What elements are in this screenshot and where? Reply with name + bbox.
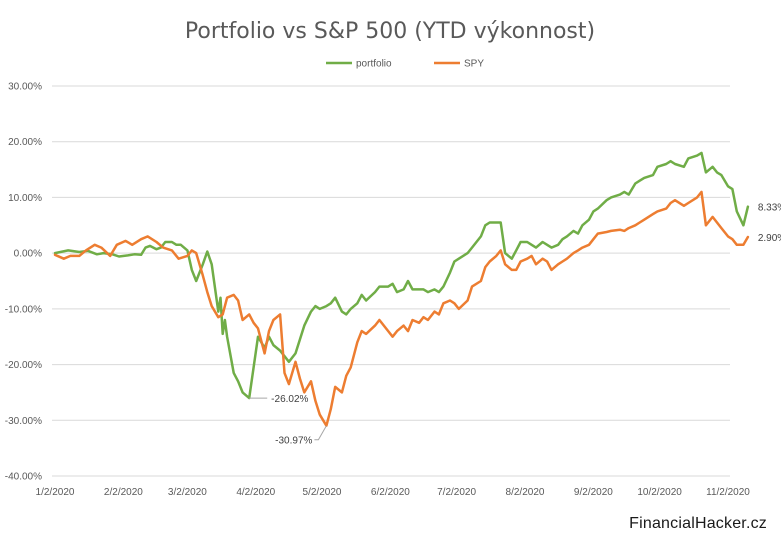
grid-lines xyxy=(52,85,730,477)
y-tick-label: 10.00% xyxy=(8,193,42,204)
data-label: -30.97% xyxy=(275,436,312,447)
series-layer xyxy=(53,151,750,427)
watermark-text: FinancialHacker.cz xyxy=(629,515,767,532)
annotation-layer: -26.02% -30.97% 8.33% 2.90% xyxy=(249,203,781,447)
x-tick-label: 8/2/2020 xyxy=(506,487,545,498)
annotation-leader xyxy=(314,425,327,441)
y-tick-label: -40.00% xyxy=(5,472,42,483)
x-tick-label: 5/2/2020 xyxy=(303,487,342,498)
legend-label-spy: SPY xyxy=(464,59,484,70)
x-tick-label: 4/2/2020 xyxy=(236,487,275,498)
x-tick-label: 11/2/2020 xyxy=(706,487,750,498)
y-tick-label: 20.00% xyxy=(8,137,42,148)
x-axis: 1/2/2020 2/2/2020 3/2/2020 4/2/2020 5/2/2020… xyxy=(36,487,751,498)
y-tick-label: 30.00% xyxy=(8,82,42,93)
legend-label-portfolio: portfolio xyxy=(356,59,392,70)
legend: portfolio SPY xyxy=(326,59,484,70)
chart-title: Portfolio vs S&P 500 (YTD výkonnost) xyxy=(185,19,595,44)
x-tick-label: 6/2/2020 xyxy=(371,487,410,498)
x-tick-label: 9/2/2020 xyxy=(574,487,613,498)
x-tick-label: 7/2/2020 xyxy=(437,487,476,498)
data-label: 8.33% xyxy=(758,203,781,214)
y-tick-label: -10.00% xyxy=(5,304,42,315)
x-tick-label: 10/2/2020 xyxy=(637,487,682,498)
data-label: 2.90% xyxy=(758,233,781,244)
data-label: -26.02% xyxy=(271,394,308,405)
x-tick-label: 3/2/2020 xyxy=(168,487,207,498)
x-tick-label: 2/2/2020 xyxy=(104,487,143,498)
x-tick-label: 1/2/2020 xyxy=(36,487,75,498)
y-tick-label: 0.00% xyxy=(14,249,42,260)
y-axis: 30.00% 20.00% 10.00% 0.00% -10.00% -20.00% -30… xyxy=(5,82,42,483)
series-line-spy xyxy=(53,190,750,427)
y-tick-label: -30.00% xyxy=(5,416,42,427)
y-tick-label: -20.00% xyxy=(5,360,42,371)
series-line-portfolio xyxy=(53,151,750,400)
